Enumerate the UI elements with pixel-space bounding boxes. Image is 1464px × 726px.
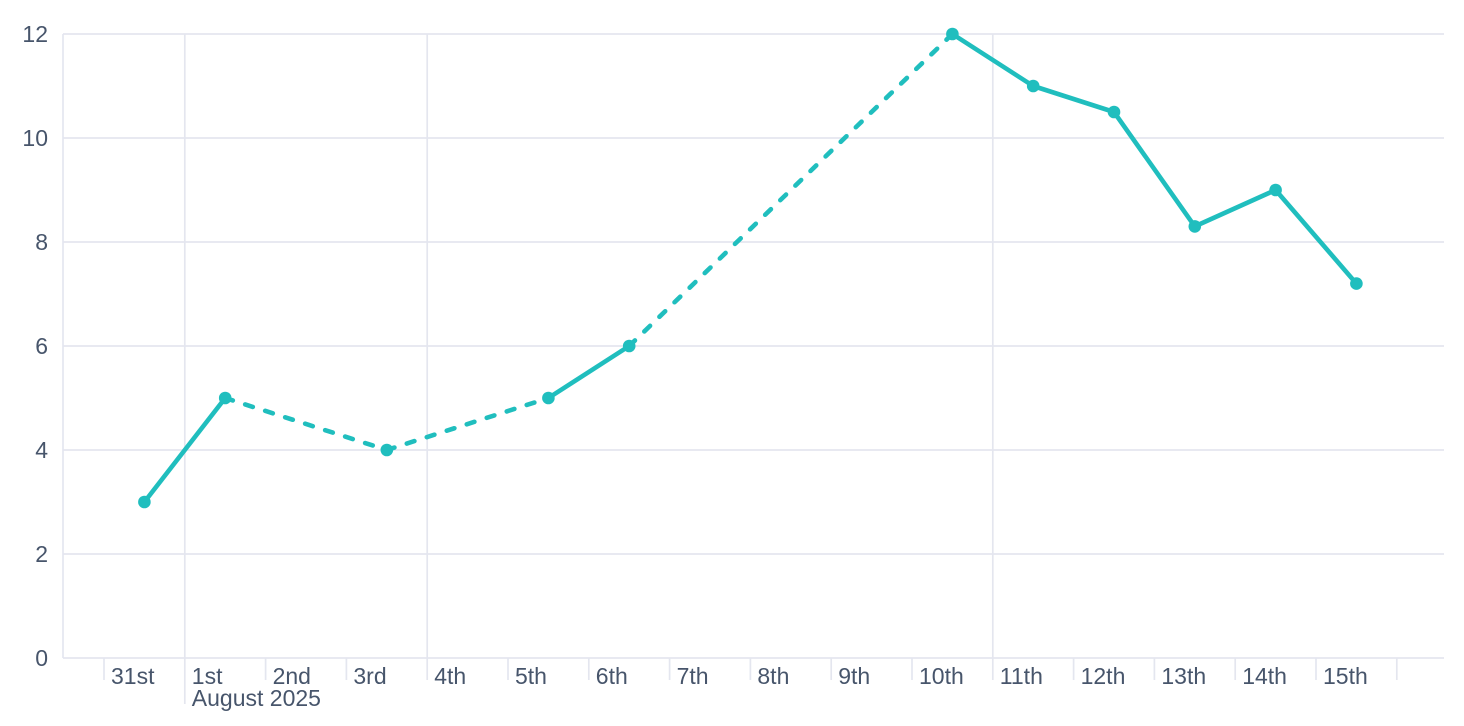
data-point: [1188, 220, 1202, 233]
data-point: [1026, 79, 1040, 93]
data-point: [1350, 277, 1363, 290]
x-tick-label: 12th: [1081, 663, 1126, 689]
y-tick-label: 8: [35, 229, 48, 255]
line-segment-solid: [1192, 187, 1278, 229]
x-tick-label: 31st: [111, 663, 155, 689]
data-point: [218, 391, 232, 405]
y-tick-label: 12: [22, 21, 48, 47]
x-tick-label: 14th: [1242, 663, 1287, 689]
line-segment-dashed: [222, 395, 390, 453]
x-axis-month-label: August 2025: [192, 685, 321, 711]
x-tick-label: 2nd: [273, 663, 311, 689]
data-point: [1107, 105, 1121, 119]
line-segment-dashed: [384, 395, 551, 453]
line-segment-solid: [1273, 187, 1359, 286]
line-segment-solid: [950, 31, 1036, 89]
line-segment-solid: [546, 343, 632, 401]
line-segment-solid: [142, 395, 228, 505]
x-tick-label: 9th: [838, 663, 870, 689]
x-tick-label: 1st: [192, 663, 223, 689]
y-tick-label: 4: [35, 437, 48, 463]
y-tick-label: 6: [35, 333, 48, 359]
line-segment-solid: [1030, 83, 1117, 115]
x-tick-label: 10th: [919, 663, 964, 689]
x-tick-label: 7th: [677, 663, 709, 689]
data-point: [380, 443, 394, 457]
data-point: [138, 495, 151, 509]
x-tick-label: 8th: [757, 663, 789, 689]
line-segment-dashed: [626, 31, 955, 349]
x-tick-label: 4th: [434, 663, 466, 689]
x-tick-label: 6th: [596, 663, 628, 689]
x-tick-label: 3rd: [353, 663, 386, 689]
data-point: [542, 391, 555, 405]
data-point: [946, 27, 959, 41]
x-tick-label: 15th: [1323, 663, 1368, 689]
y-tick-label: 0: [35, 645, 48, 671]
x-tick-label: 13th: [1161, 663, 1206, 689]
x-tick-label: 11th: [1000, 663, 1043, 689]
line-segment-solid: [1111, 109, 1198, 229]
y-tick-label: 10: [22, 125, 48, 151]
data-point: [622, 339, 636, 353]
x-tick-label: 5th: [515, 663, 547, 689]
data-point: [1269, 183, 1282, 197]
y-tick-label: 2: [35, 541, 48, 567]
